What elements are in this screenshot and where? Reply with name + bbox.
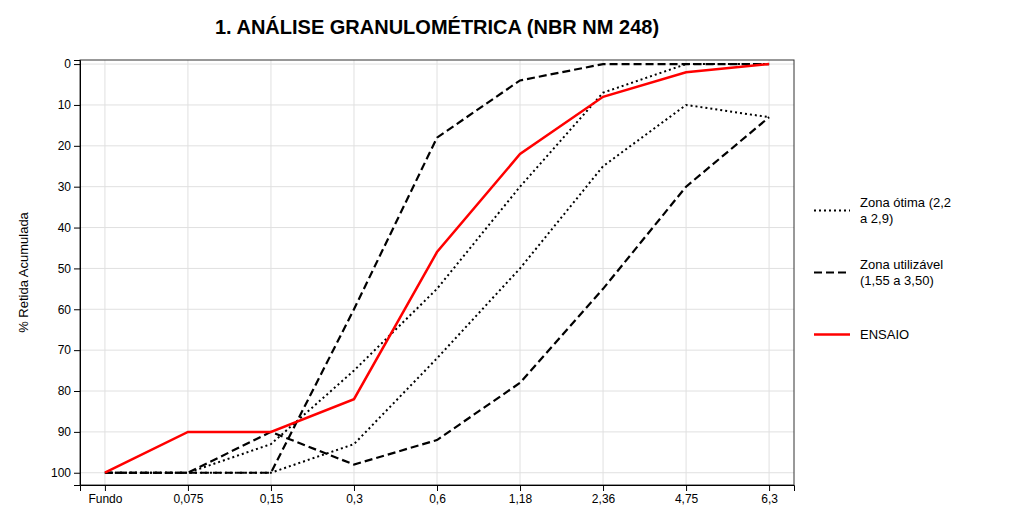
legend-swatch (814, 210, 850, 212)
x-tick-label: 1,18 (509, 492, 533, 506)
y-tick-label: 80 (58, 384, 72, 398)
x-tick-label: 0,075 (173, 492, 203, 506)
x-tick-label: 0,6 (429, 492, 446, 506)
y-tick-mark (74, 309, 80, 310)
y-tick: 100 (51, 466, 80, 480)
y-axis: 0 10 20 30 40 50 60 70 80 90 100 (51, 57, 81, 485)
x-tick: 4,75 (675, 485, 699, 506)
x-tick: 2,36 (592, 485, 616, 506)
y-tick-mark (74, 432, 80, 433)
x-tick-mark (603, 485, 604, 491)
x-axis-line (81, 486, 795, 492)
grid-line-x (686, 60, 687, 485)
y-tick-label: 0 (64, 57, 71, 71)
x-tick: 0,15 (260, 485, 284, 506)
plot-area: Fundo 0,075 0,15 0,3 0,6 1,18 2,36 4,75 6,3 0 10 20… (51, 57, 795, 505)
y-tick-label: 30 (58, 180, 72, 194)
grid-line-x (104, 60, 105, 485)
x-axis: Fundo 0,075 0,15 0,3 0,6 1,18 2,36 4,75 6,3 (81, 485, 795, 506)
x-tick: 1,18 (509, 485, 533, 506)
y-tick-mark (74, 391, 80, 392)
x-tick-mark (437, 485, 438, 491)
grid-line-x (270, 60, 271, 485)
y-tick-label: 60 (58, 303, 72, 317)
y-tick: 20 (58, 139, 80, 153)
y-tick-mark (74, 64, 80, 65)
y-tick: 90 (58, 425, 80, 439)
grid (80, 60, 794, 485)
x-tick-mark (271, 485, 272, 491)
y-tick-mark (74, 350, 80, 351)
x-tick-mark (520, 485, 521, 491)
x-tick-label: 6,3 (761, 492, 778, 506)
series-lines (105, 64, 769, 473)
y-axis-line (74, 61, 81, 486)
grid-line-x (603, 60, 604, 485)
legend-item: Zona utilizável(1,55 a 3,50) (814, 257, 943, 288)
y-tick-mark (74, 105, 80, 106)
y-tick-mark (74, 268, 80, 269)
x-tick: 0,6 (429, 485, 446, 506)
grid-line-x (437, 60, 438, 485)
y-tick: 80 (58, 384, 80, 398)
x-tick: Fundo (88, 485, 122, 506)
x-tick: 0,3 (346, 485, 363, 506)
series-line (105, 64, 769, 473)
y-tick-label: 90 (58, 425, 72, 439)
x-tick: 6,3 (761, 485, 778, 506)
legend-label: ENSAIO (860, 327, 909, 342)
legend-item: ENSAIO (814, 327, 909, 342)
x-tick-mark (105, 485, 106, 491)
y-tick-label: 50 (58, 262, 72, 276)
y-tick-label: 10 (58, 98, 72, 112)
series-line (105, 64, 769, 473)
grid-line-x (520, 60, 521, 485)
x-tick: 0,075 (173, 485, 203, 506)
plot-frame (80, 60, 794, 485)
legend: Zona ótima (2,2a 2,9) Zona utilizável(1,5… (814, 195, 951, 342)
y-tick: 40 (58, 221, 80, 235)
y-tick: 70 (58, 343, 80, 357)
x-tick-label: Fundo (88, 492, 122, 506)
grid-line-x (769, 60, 770, 485)
series-line (105, 117, 769, 473)
x-tick-mark (188, 485, 189, 491)
y-tick: 0 (64, 57, 80, 71)
legend-label: Zona ótima (2,2a 2,9) (860, 195, 951, 226)
y-tick-label: 40 (58, 221, 72, 235)
x-tick-mark (354, 485, 355, 491)
chart: Fundo 0,075 0,15 0,3 0,6 1,18 2,36 4,75 6,3 0 10 20… (0, 0, 1024, 525)
x-tick-label: 0,15 (260, 492, 284, 506)
y-tick-label: 20 (58, 139, 72, 153)
series-line (105, 64, 769, 473)
y-tick-mark (74, 187, 80, 188)
legend-item: Zona ótima (2,2a 2,9) (814, 195, 951, 226)
y-tick: 60 (58, 303, 80, 317)
series-line (105, 105, 769, 473)
y-tick: 50 (58, 262, 80, 276)
x-tick-label: 0,3 (346, 492, 363, 506)
chart-title: 1. ANÁLISE GRANULOMÉTRICA (NBR NM 248) (215, 16, 659, 38)
x-tick-label: 2,36 (592, 492, 616, 506)
legend-swatch (814, 333, 850, 336)
y-tick-mark (74, 228, 80, 229)
grid-line-x (187, 60, 188, 485)
y-tick-mark (74, 146, 80, 147)
x-tick-mark (686, 485, 687, 491)
grid-line-x (353, 60, 354, 485)
legend-swatch (814, 271, 850, 273)
y-axis-title: % Retida Acumulada (16, 211, 31, 332)
x-tick-mark (769, 485, 770, 491)
y-tick-mark (74, 473, 80, 474)
y-tick: 30 (58, 180, 80, 194)
y-tick-label: 70 (58, 343, 72, 357)
y-tick: 10 (58, 98, 80, 112)
y-tick-label: 100 (51, 466, 71, 480)
legend-label: Zona utilizável(1,55 a 3,50) (860, 257, 943, 288)
x-tick-label: 4,75 (675, 492, 699, 506)
